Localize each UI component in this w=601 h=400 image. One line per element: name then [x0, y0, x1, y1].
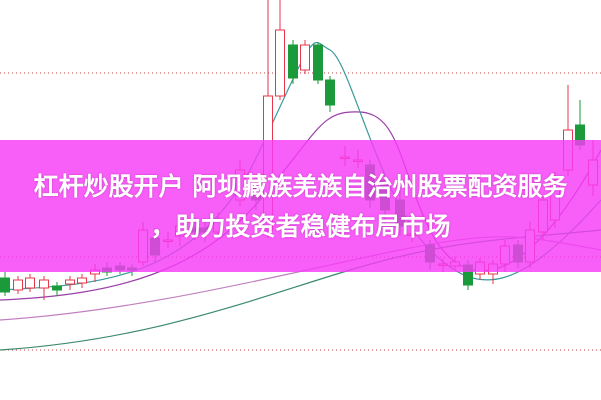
candle-up — [25, 274, 35, 292]
candle-down — [325, 76, 335, 112]
headline-line-2: ，助力投资者稳健布局市场 — [150, 212, 451, 241]
candle-up — [65, 276, 75, 290]
title-banner — [0, 140, 601, 272]
candle-up — [39, 276, 49, 300]
candle-body — [325, 79, 335, 106]
candle-down — [0, 272, 10, 296]
headline-line-1: 杠杆炒股开户 阿坝藏族羌族自治州股票配资服务 — [33, 172, 568, 201]
candle-down — [52, 282, 62, 296]
candle-body — [288, 44, 298, 79]
candle-body — [13, 279, 23, 291]
candle-up — [275, 0, 285, 100]
candle-body — [25, 277, 35, 289]
candle-body — [39, 279, 49, 289]
candle-down — [288, 40, 298, 84]
candle-down — [313, 42, 323, 84]
candle-body — [300, 44, 310, 71]
candle-body — [77, 277, 87, 284]
candle-up — [13, 276, 23, 294]
candle-body — [313, 44, 323, 81]
candle-body — [275, 29, 285, 97]
candle-up — [77, 274, 87, 288]
candle-up — [300, 40, 310, 74]
candle-body — [52, 285, 62, 291]
candle-body — [65, 279, 75, 285]
candle-body — [0, 277, 10, 293]
